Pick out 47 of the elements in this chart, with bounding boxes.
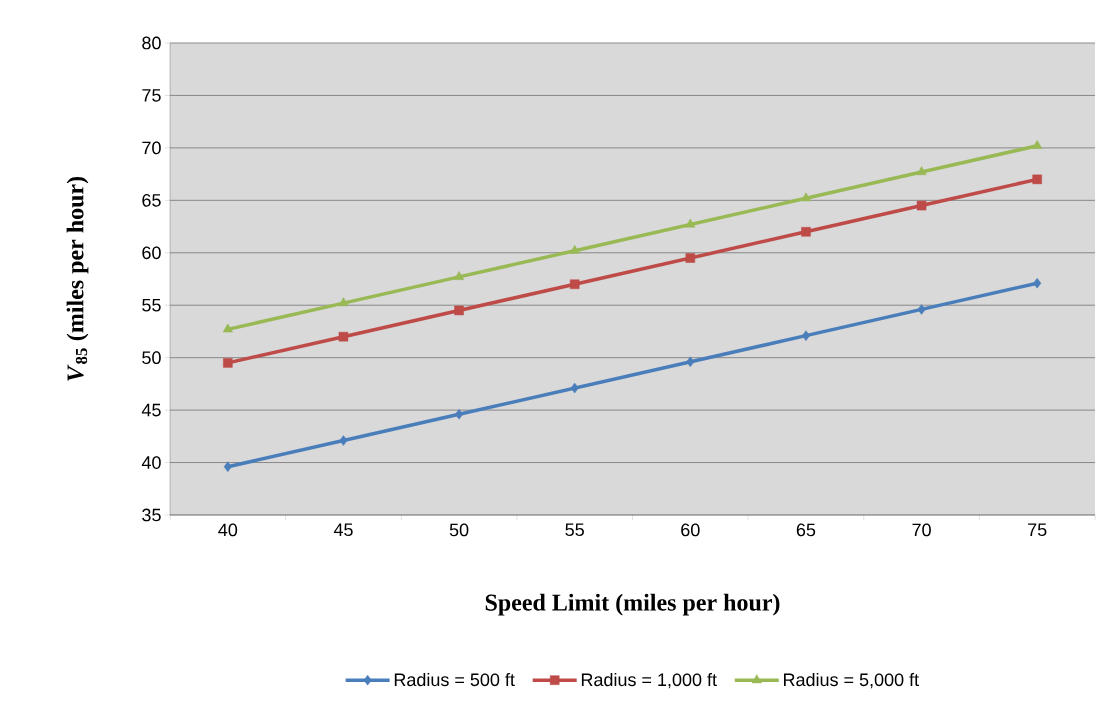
y-axis-title: V$_{85}$ (miles per hour)	[66, 176, 89, 381]
point	[454, 271, 465, 280]
y-tick-label: 80	[142, 36, 161, 50]
y-tick-label: 55	[142, 298, 161, 312]
point	[916, 166, 927, 176]
point	[339, 435, 348, 446]
point	[223, 358, 233, 368]
legend-label: Radius = 500 ft	[394, 672, 515, 687]
legend-label: Radius = 1,000 ft	[581, 672, 717, 689]
x-tick-label: 55	[565, 523, 584, 537]
x-tick-label: 45	[333, 523, 353, 537]
y-tick-label: 35	[142, 508, 161, 522]
point	[685, 218, 696, 228]
x-tick-label: 60	[681, 523, 700, 537]
x-tick-label: 65	[796, 523, 816, 537]
x-tick-label: 40	[218, 523, 238, 537]
point	[801, 227, 811, 237]
point	[455, 409, 464, 420]
point	[454, 305, 464, 316]
y-tick-label: 40	[141, 456, 161, 469]
point	[569, 279, 580, 289]
point	[338, 331, 349, 342]
point	[569, 244, 580, 254]
point	[223, 461, 232, 472]
y-tick-label: 60	[142, 246, 161, 260]
legend-label: Radius = 5,000 ft	[784, 672, 919, 689]
y-tick-label: 75	[142, 89, 161, 102]
point	[686, 356, 695, 368]
point	[917, 304, 926, 315]
point	[570, 382, 579, 394]
x-tick-label: 75	[1028, 523, 1047, 537]
point	[222, 323, 233, 333]
x-tick-label: 50	[449, 523, 469, 537]
x-axis-title: Speed Limit (miles per hour)	[485, 593, 780, 616]
y-tick-label: 45	[141, 403, 161, 417]
point	[1032, 174, 1042, 185]
point	[1032, 140, 1043, 149]
x-tick-label: 70	[912, 523, 931, 537]
point	[916, 200, 927, 211]
point	[338, 297, 349, 307]
point	[685, 253, 696, 263]
y-tick-label: 70	[142, 141, 161, 155]
y-tick-label: 50	[142, 351, 161, 365]
point	[1033, 277, 1042, 289]
point	[801, 330, 810, 341]
point	[800, 192, 811, 202]
y-tick-label: 65	[142, 193, 161, 207]
